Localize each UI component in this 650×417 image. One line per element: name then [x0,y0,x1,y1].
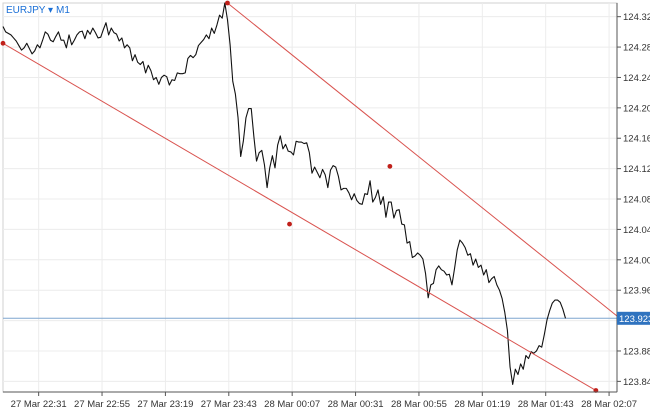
x-tick-label: 28 Mar 01:19 [454,399,510,410]
x-tick-label: 28 Mar 00:07 [264,399,320,410]
y-tick-label: 124.120 [623,164,650,175]
x-tick-label: 27 Mar 22:55 [74,399,130,410]
trend-anchor-point[interactable] [225,0,230,6]
x-axis-ticks: 27 Mar 22:31 27 Mar 22:55 27 Mar 23:19 27 M… [11,392,637,410]
y-tick-label: 123.960 [623,286,650,297]
lower-trend-line[interactable] [2,42,597,391]
trend-anchor-point[interactable] [387,163,393,169]
y-tick-label: 124.200 [623,103,650,114]
x-tick-label: 27 Mar 23:43 [201,399,257,410]
current-price-badge-bg [617,311,650,325]
x-tick-label: 27 Mar 23:19 [137,399,193,410]
x-tick-label: 28 Mar 02:07 [581,399,637,410]
symbol-header[interactable]: EURJPY ▾ M1 [6,5,70,16]
y-tick-label: 124.000 [623,255,650,266]
x-tick-label: 28 Mar 00:31 [328,399,384,410]
trend-anchor-point[interactable] [287,221,292,227]
y-tick-label: 124.240 [623,73,650,84]
trend-anchor-point[interactable] [0,40,6,46]
y-tick-label: 123.880 [623,346,650,357]
price-line [2,2,567,385]
y-tick-label: 124.080 [623,195,650,206]
x-tick-label: 27 Mar 22:31 [11,399,67,410]
timeframe-label[interactable]: M1 [56,5,70,16]
grid-lines [3,3,617,392]
y-tick-label: 124.320 [623,12,650,23]
upper-trend-line[interactable] [227,2,618,317]
current-price-badge: 123.923 [617,311,650,325]
current-price-label: 123.923 [619,314,650,325]
y-tick-label: 124.160 [623,134,650,145]
trend-channel[interactable] [2,2,618,391]
x-tick-label: 28 Mar 01:43 [518,399,574,410]
symbol-label[interactable]: EURJPY [6,5,46,16]
chevron-down-icon[interactable]: ▾ [48,5,53,16]
price-series [2,2,567,385]
y-tick-label: 124.280 [623,43,650,54]
y-tick-label: 123.840 [623,377,650,388]
axes [3,3,618,393]
y-tick-label: 124.040 [623,225,650,236]
x-tick-label: 28 Mar 00:55 [391,399,447,410]
